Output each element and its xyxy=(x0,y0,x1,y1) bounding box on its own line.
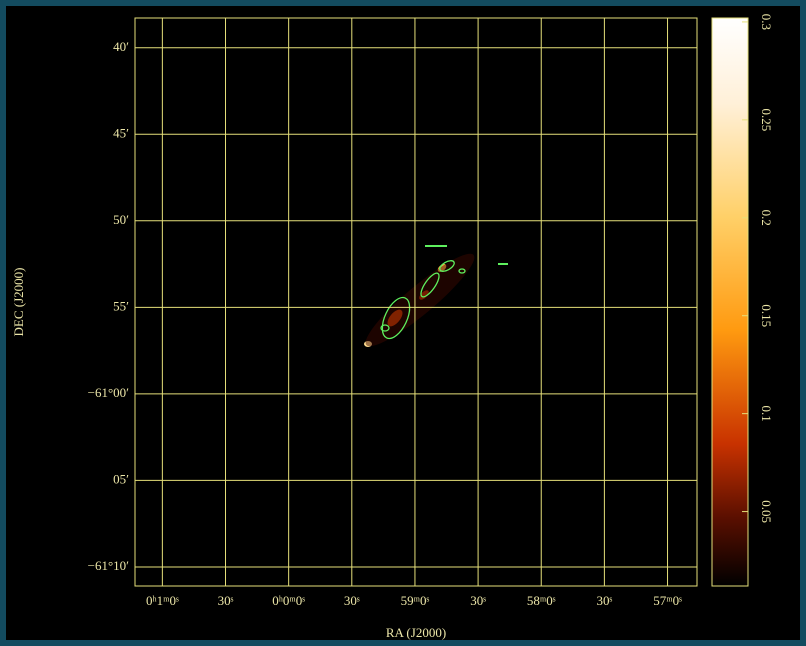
x-tick-label: 30ˢ xyxy=(218,593,234,608)
x-tick-label: 30ˢ xyxy=(344,593,360,608)
x-tick-label: 58ᵐ0ˢ xyxy=(527,593,556,608)
colorbar-tick-label: 0.15 xyxy=(759,304,774,327)
x-tick-label: 57ᵐ0ˢ xyxy=(653,593,682,608)
screen: RA (J2000) DEC (J2000) 0ʰ1ᵐ0ˢ 30ˢ 0ʰ0ᵐ0ˢ 30… xyxy=(0,0,806,646)
x-tick-label: 30ˢ xyxy=(470,593,486,608)
y-axis-label: DEC (J2000) xyxy=(11,268,26,337)
x-tick-label: 30ˢ xyxy=(597,593,613,608)
colorbar-tick-label: 0.1 xyxy=(759,406,774,422)
colorbar xyxy=(712,18,748,586)
y-tick-label: −61°00′ xyxy=(88,385,130,400)
x-axis-label: RA (J2000) xyxy=(386,625,446,640)
colorbar-tick-label: 0.2 xyxy=(759,210,774,226)
y-tick-label: 55′ xyxy=(113,298,129,313)
y-tick-label: 05′ xyxy=(113,471,129,486)
colorbar-tick-label: 0.05 xyxy=(759,500,774,523)
colorbar-tick-label: 0.3 xyxy=(759,14,774,30)
y-tick-label: 50′ xyxy=(113,212,129,227)
x-tick-label: 0ʰ0ᵐ0ˢ xyxy=(272,593,305,608)
x-tick-label: 0ʰ1ᵐ0ˢ xyxy=(146,593,179,608)
y-tick-label: 45′ xyxy=(113,125,129,140)
x-tick-label: 59ᵐ0ˢ xyxy=(401,593,430,608)
y-tick-label: −61°10′ xyxy=(88,558,130,573)
y-tick-label: 40′ xyxy=(113,39,129,54)
colorbar-tick-label: 0.25 xyxy=(759,108,774,131)
